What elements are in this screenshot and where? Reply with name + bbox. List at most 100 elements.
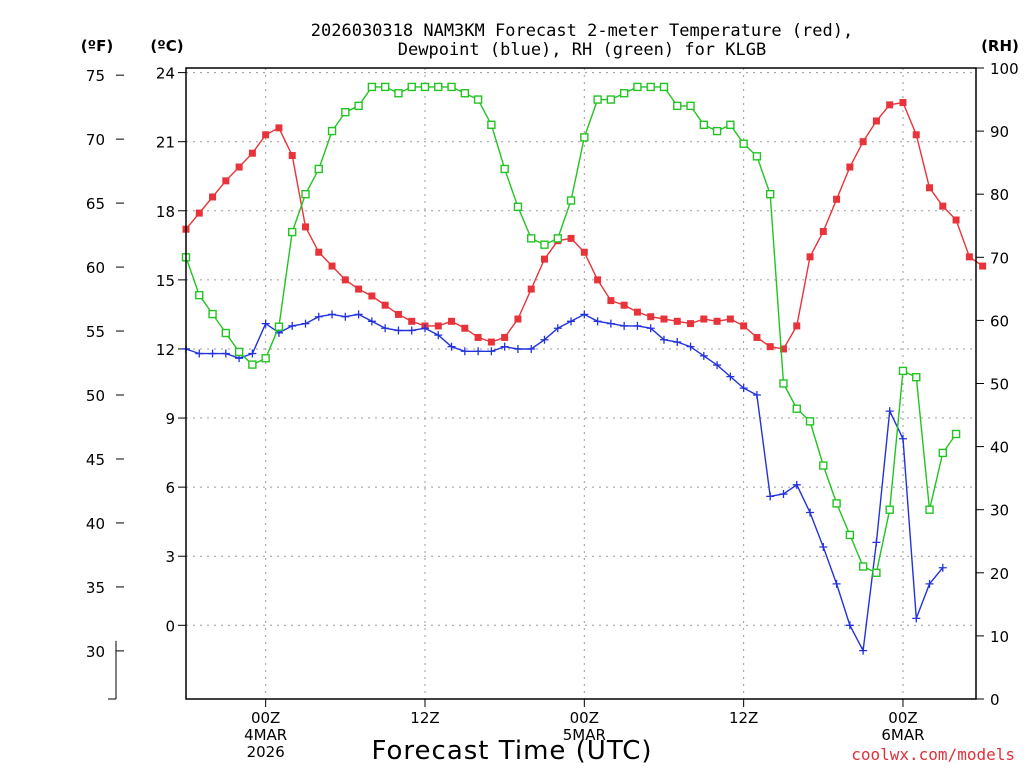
temperature-point <box>341 276 349 284</box>
rh-point <box>580 133 589 142</box>
rh-point <box>473 95 483 104</box>
rh-point <box>248 360 257 369</box>
dewpoint-point <box>221 349 230 358</box>
temperature-point <box>248 149 256 157</box>
chart-title-line-1: 2026030318 NAM3KM Forecast 2-meter Tempe… <box>311 21 853 41</box>
rh-point <box>195 290 204 300</box>
temperature-point <box>819 228 827 236</box>
rh-point <box>912 372 921 382</box>
dewpoint-point <box>912 614 921 623</box>
rh-point <box>354 101 363 111</box>
fahrenheit-tick-label: 75 <box>86 67 105 85</box>
rh-point <box>234 347 244 357</box>
dewpoint-point <box>434 331 443 340</box>
temperature-point <box>434 322 442 330</box>
temperature-point <box>607 297 615 305</box>
temperature-point <box>687 320 695 328</box>
temperature-point <box>235 163 243 171</box>
dewpoint-point <box>460 347 469 356</box>
temperature-point <box>408 317 416 325</box>
dewpoint-point <box>367 317 376 326</box>
temperature-point <box>222 177 230 185</box>
x-tick-label: 4MAR <box>244 726 287 744</box>
temperature-point <box>567 234 575 242</box>
rh-tick-label: 20 <box>990 565 1009 583</box>
temperature-point <box>262 131 270 139</box>
temperature-point <box>726 315 734 323</box>
dewpoint-point <box>208 349 217 358</box>
rh-point <box>301 189 310 199</box>
fahrenheit-tick-label: 60 <box>86 259 105 277</box>
temperature-point <box>872 117 880 125</box>
dewpoint-point <box>394 326 403 335</box>
temperature-point <box>673 317 681 325</box>
rh-tick-label: 100 <box>990 60 1019 78</box>
celsius-tick-label: 3 <box>165 548 175 566</box>
fahrenheit-tick-label: 65 <box>86 195 105 213</box>
plot-frame <box>185 67 977 700</box>
rh-point <box>619 89 629 98</box>
x-tick-label: 12Z <box>729 709 758 727</box>
temperature-point <box>301 223 309 231</box>
rh-tick-label: 70 <box>990 249 1009 267</box>
dewpoint-point <box>500 342 509 351</box>
temperature-point <box>859 138 867 146</box>
fahrenheit-tick-label: 55 <box>86 323 105 341</box>
dewpoint-point <box>540 335 549 344</box>
temperature-point <box>912 131 920 139</box>
dewpoint-point <box>699 351 708 360</box>
rh-point <box>938 448 948 458</box>
temperature-point <box>660 315 668 323</box>
temperature-point <box>846 163 854 171</box>
rh-point <box>739 139 748 148</box>
rh-point <box>288 227 297 237</box>
temperature-point <box>740 322 748 330</box>
temperature-point <box>965 253 973 261</box>
rh-tick-label: 80 <box>990 186 1009 204</box>
dewpoint-point <box>314 312 323 321</box>
rh-point <box>712 126 722 136</box>
rh-point <box>673 101 682 111</box>
dewpoint-point <box>567 317 576 326</box>
rh-point <box>686 101 695 111</box>
rh-tick-label: 40 <box>990 439 1009 457</box>
temperature-point <box>833 195 841 203</box>
rh-point <box>832 499 841 508</box>
dewpoint-point <box>726 372 735 381</box>
temperature-point <box>328 262 336 270</box>
fahrenheit-tick-label: 35 <box>86 579 105 597</box>
rh-point <box>394 89 403 98</box>
dewpoint-point <box>806 508 815 517</box>
rh-point <box>527 234 536 243</box>
series-group <box>181 82 987 655</box>
rh-point <box>447 82 456 92</box>
rh-point <box>314 164 323 174</box>
x-tick-label: 2026 <box>247 743 285 761</box>
rh-point <box>500 164 509 174</box>
rh-point <box>566 196 576 205</box>
temperature-point <box>939 202 947 210</box>
dewpoint-point <box>686 342 695 351</box>
fahrenheit-unit-label: (ºF) <box>81 37 113 55</box>
dewpoint-point <box>328 310 337 319</box>
dewpoint-point <box>513 344 522 353</box>
temperature-point <box>633 308 641 316</box>
dewpoint-point <box>633 321 642 330</box>
dewpoint-point <box>606 319 615 328</box>
temperature-point <box>926 184 934 192</box>
temperature-point <box>886 101 894 109</box>
dewpoint-point <box>593 317 602 326</box>
rh-point <box>858 562 868 571</box>
rh-point <box>513 202 523 212</box>
series-rh <box>181 82 961 577</box>
celsius-tick-label: 15 <box>156 272 175 290</box>
dewpoint-point <box>925 579 934 588</box>
rh-point <box>380 82 390 92</box>
credit-text: coolwx.com/models <box>851 745 1015 764</box>
dewpoint-point <box>420 324 429 333</box>
rh-point <box>925 505 934 514</box>
rh-point <box>752 152 762 161</box>
dewpoint-point <box>938 563 947 572</box>
